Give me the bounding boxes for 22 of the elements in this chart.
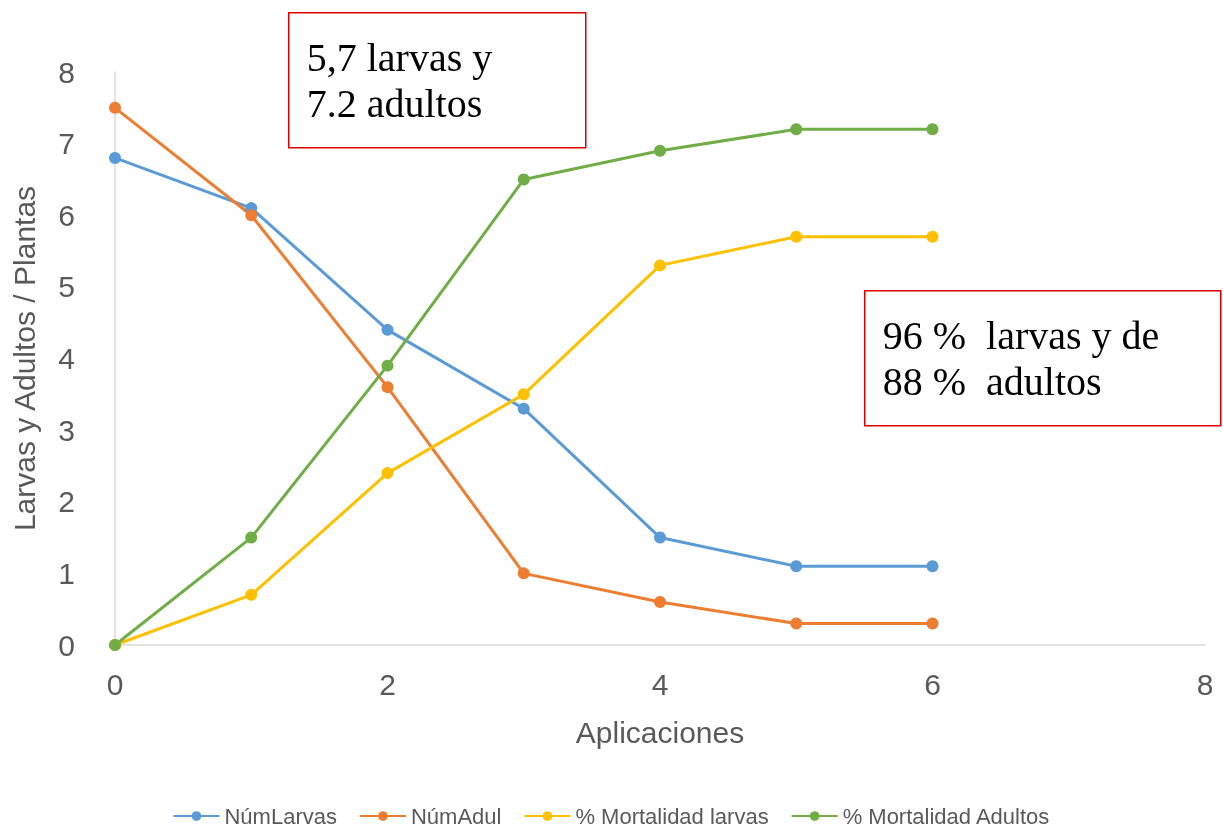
- y-axis-title: Larvas y Adultos / Plantas: [7, 185, 41, 532]
- y-tick-label: 8: [58, 55, 75, 89]
- legend-label: NúmLarvas: [224, 803, 337, 829]
- x-tick-label: 8: [1196, 667, 1214, 701]
- legend-label: NúmAdul: [410, 803, 502, 829]
- y-tick-label: 0: [58, 628, 75, 662]
- y-tick-label: 1: [58, 556, 75, 590]
- legend-label: % Mortalidad larvas: [575, 803, 769, 829]
- annotation: 5,7 larvas y 7.2 adultos: [306, 35, 493, 127]
- x-tick-label: 0: [106, 667, 124, 701]
- legend-label: % Mortalidad Adultos: [842, 803, 1050, 829]
- y-tick-label: 6: [58, 198, 75, 232]
- x-tick-label: 6: [924, 667, 941, 701]
- y-tick-label: 7: [58, 127, 75, 161]
- y-tick-label: 2: [58, 485, 75, 519]
- y-tick-label: 3: [58, 413, 75, 447]
- y-tick-label: 5: [58, 270, 75, 304]
- x-axis-title: Aplicaciones: [575, 715, 745, 749]
- annotation: 96 % larvas y de 88 % adultos: [882, 313, 1160, 405]
- x-tick-label: 4: [651, 667, 669, 701]
- y-tick-label: 4: [58, 342, 75, 375]
- x-tick-label: 2: [379, 667, 396, 701]
